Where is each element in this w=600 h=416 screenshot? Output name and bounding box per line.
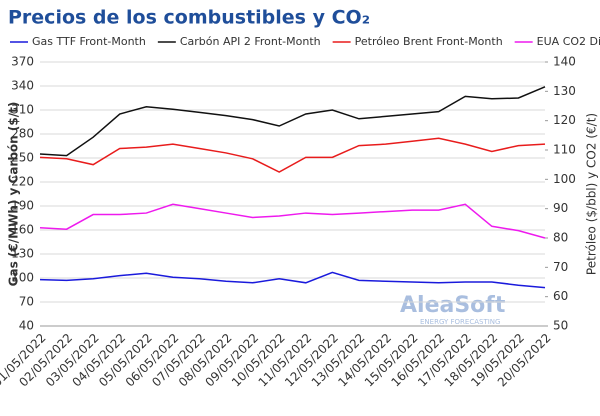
y2-tick-label: 100 <box>553 172 576 186</box>
y-tick-label: 220 <box>11 175 34 189</box>
y-tick-label: 160 <box>11 223 34 237</box>
y-tick-label: 310 <box>11 103 34 117</box>
y-tick-label: 340 <box>11 79 34 93</box>
legend-label: Petróleo Brent Front-Month <box>355 35 503 48</box>
y2-tick-label: 80 <box>553 231 568 245</box>
y2-tick-label: 140 <box>553 55 576 69</box>
y-axis-label: Gas (€/MWh) y Carbón ($/t) <box>7 102 21 287</box>
y-tick-label: 100 <box>11 271 34 285</box>
y2-tick-label: 60 <box>553 289 568 303</box>
y-tick-label: 280 <box>11 127 34 141</box>
watermark-sub: ENERGY FORECASTING <box>420 318 500 326</box>
y-tick-label: 370 <box>11 55 34 69</box>
y-tick-label: 40 <box>19 319 34 333</box>
series-line <box>39 137 546 173</box>
y2-tick-label: 50 <box>553 319 568 333</box>
series-line <box>39 271 546 289</box>
legend-label: EUA CO2 Dic-22 <box>537 35 600 48</box>
y2-tick-label: 70 <box>553 260 568 274</box>
y2-tick-label: 130 <box>553 84 576 98</box>
legend-label: Gas TTF Front-Month <box>32 35 146 48</box>
y2-tick-label: 120 <box>553 113 576 127</box>
series-line <box>39 86 546 157</box>
y-tick-label: 250 <box>11 151 34 165</box>
chart-title: Precios de los combustibles y CO₂ <box>8 7 370 29</box>
watermark: AleaSoft <box>400 293 506 318</box>
y2-tick-label: 90 <box>553 201 568 215</box>
y2-tick-label: 110 <box>553 143 576 157</box>
y2-axis-label: Petróleo ($/bbl) y CO2 (€/t) <box>585 113 599 275</box>
legend-label: Carbón API 2 Front-Month <box>180 35 321 48</box>
y-tick-label: 70 <box>19 295 34 309</box>
series-line <box>39 203 546 239</box>
y-tick-label: 190 <box>11 199 34 213</box>
y-tick-label: 130 <box>11 247 34 261</box>
